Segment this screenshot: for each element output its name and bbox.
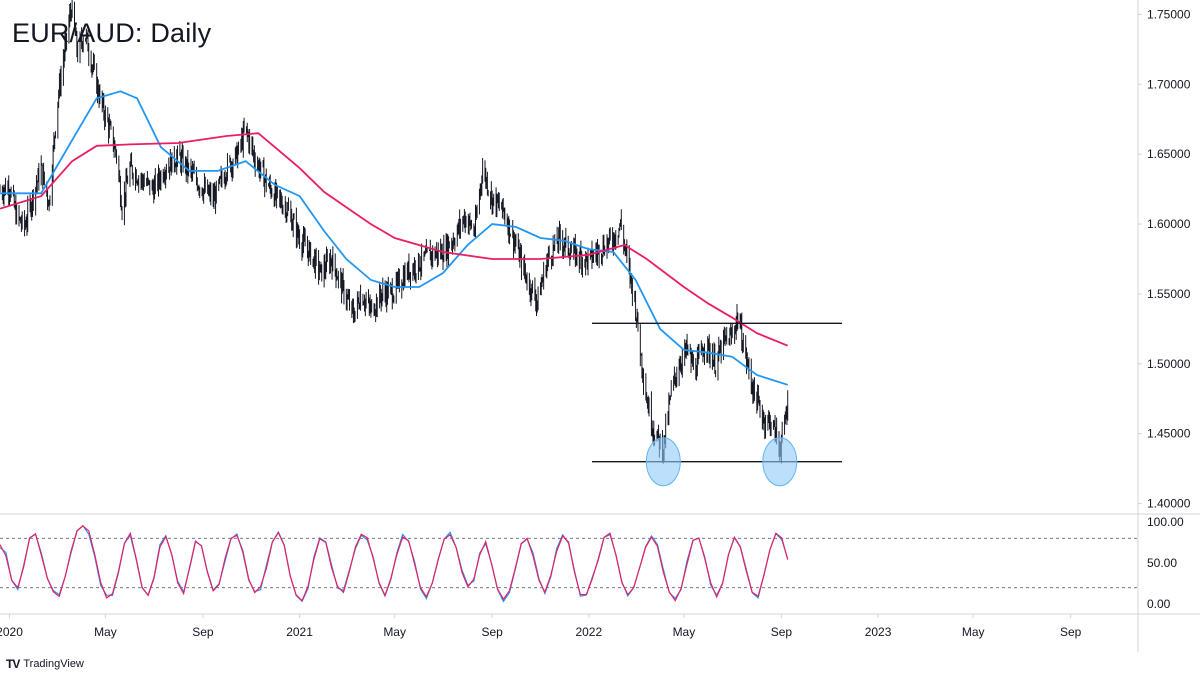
time-tick-label: May [673, 625, 696, 639]
time-tick-label: Sep [771, 625, 793, 639]
price-candles [0, 0, 789, 464]
time-tick-label: Sep [1060, 625, 1082, 639]
price-tick-label: 1.60000 [1147, 217, 1191, 231]
time-tick-label: 2023 [865, 625, 892, 639]
oscillator-pane [0, 524, 1138, 603]
axes: 1.75000 1.70000 1.65000 1.60000 1.55000 1.500… [0, 7, 1191, 639]
tradingview-logo: TV TradingView [6, 657, 84, 671]
price-tick-label: 1.50000 [1147, 357, 1191, 371]
time-tick-label: May [94, 625, 117, 639]
oscillator-tick-label: 50.00 [1147, 556, 1177, 570]
oscillator-d-line [0, 525, 789, 602]
pattern-annotations [591, 322, 842, 487]
price-tick-label: 1.45000 [1147, 427, 1191, 441]
time-tick-label: Sep [192, 625, 214, 639]
time-tick-label: 2021 [286, 625, 313, 639]
price-tick-label: 1.65000 [1147, 147, 1191, 161]
time-tick-label: 2020 [0, 625, 23, 639]
oscillator-tick-label: 0.00 [1147, 597, 1171, 611]
main-pane [0, 0, 1200, 652]
tradingview-logo-icon: TV [6, 657, 20, 671]
time-tick-label: Sep [481, 625, 503, 639]
moving-average-long [0, 132, 789, 347]
oscillator-tick-label: 100.00 [1147, 515, 1184, 529]
price-tick-label: 1.55000 [1147, 287, 1191, 301]
time-tick-label: May [962, 625, 985, 639]
price-tick-label: 1.75000 [1147, 7, 1191, 21]
moving-averages [0, 90, 789, 386]
time-tick-label: May [383, 625, 406, 639]
double-bottom-highlight [645, 437, 681, 487]
oscillator-k-line [0, 524, 789, 603]
double-bottom-highlight [762, 437, 798, 487]
price-tick-label: 1.40000 [1147, 497, 1191, 511]
logo-text: TradingView [23, 658, 84, 670]
moving-average-short [0, 90, 788, 386]
chart-title: EUR/AUD: Daily [12, 18, 212, 48]
time-tick-label: 2022 [575, 625, 602, 639]
price-tick-label: 1.70000 [1147, 77, 1191, 91]
